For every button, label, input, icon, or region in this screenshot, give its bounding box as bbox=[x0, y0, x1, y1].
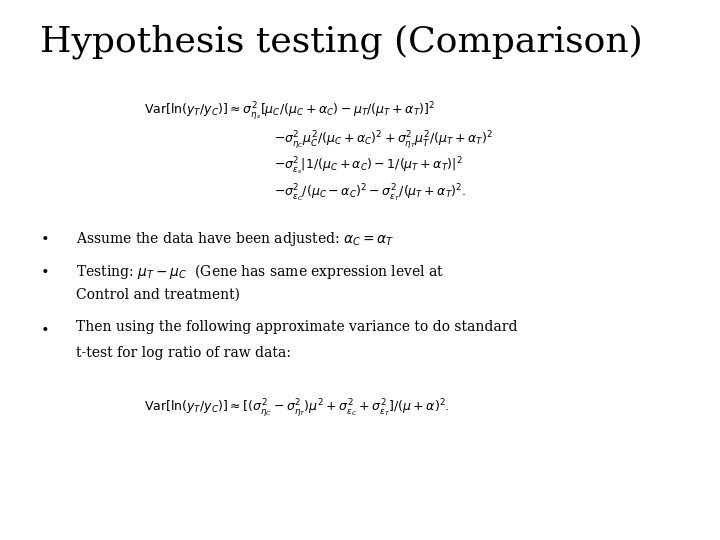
Text: $- \sigma_{\varepsilon_s}^2|1/(\mu_C + \alpha_C) - 1/(\mu_T + \alpha_T)|^2$: $- \sigma_{\varepsilon_s}^2|1/(\mu_C + \… bbox=[274, 156, 462, 177]
Text: $\mathrm{Var}[\ln(y_T/y_C)] \approx \sigma_{\eta_s}^2[\mu_C/(\mu_C + \alpha_C) -: $\mathrm{Var}[\ln(y_T/y_C)] \approx \sig… bbox=[144, 100, 435, 122]
Text: Control and treatment): Control and treatment) bbox=[76, 287, 240, 301]
Text: $- \sigma_{\eta_C}^2\mu_C^2/(\mu_C + \alpha_C)^2 + \sigma_{\eta_T}^2\mu_T^2/(\mu: $- \sigma_{\eta_C}^2\mu_C^2/(\mu_C + \al… bbox=[274, 129, 492, 151]
Text: $- \sigma_{\varepsilon_C}^2/(\mu_C - \alpha_C)^2 - \sigma_{\varepsilon_T}^2/(\mu: $- \sigma_{\varepsilon_C}^2/(\mu_C - \al… bbox=[274, 183, 466, 204]
Text: $\mathrm{Var}[\ln(y_T/y_C)] \approx [(\sigma_{\eta_C}^2 - \sigma_{\eta_T}^2)\mu^: $\mathrm{Var}[\ln(y_T/y_C)] \approx [(\s… bbox=[144, 397, 449, 419]
Text: t-test for log ratio of raw data:: t-test for log ratio of raw data: bbox=[76, 346, 290, 360]
Text: Hypothesis testing (Comparison): Hypothesis testing (Comparison) bbox=[40, 24, 642, 59]
Text: $\bullet$: $\bullet$ bbox=[40, 262, 48, 276]
Text: $\bullet$: $\bullet$ bbox=[40, 230, 48, 244]
Text: Then using the following approximate variance to do standard: Then using the following approximate var… bbox=[76, 320, 517, 334]
Text: Assume the data have been adjusted: $\alpha_C = \alpha_T$: Assume the data have been adjusted: $\al… bbox=[76, 230, 394, 247]
Text: $\bullet$: $\bullet$ bbox=[40, 320, 48, 334]
Text: Testing: $\mu_T - \mu_C$  (Gene has same expression level at: Testing: $\mu_T - \mu_C$ (Gene has same … bbox=[76, 262, 444, 281]
